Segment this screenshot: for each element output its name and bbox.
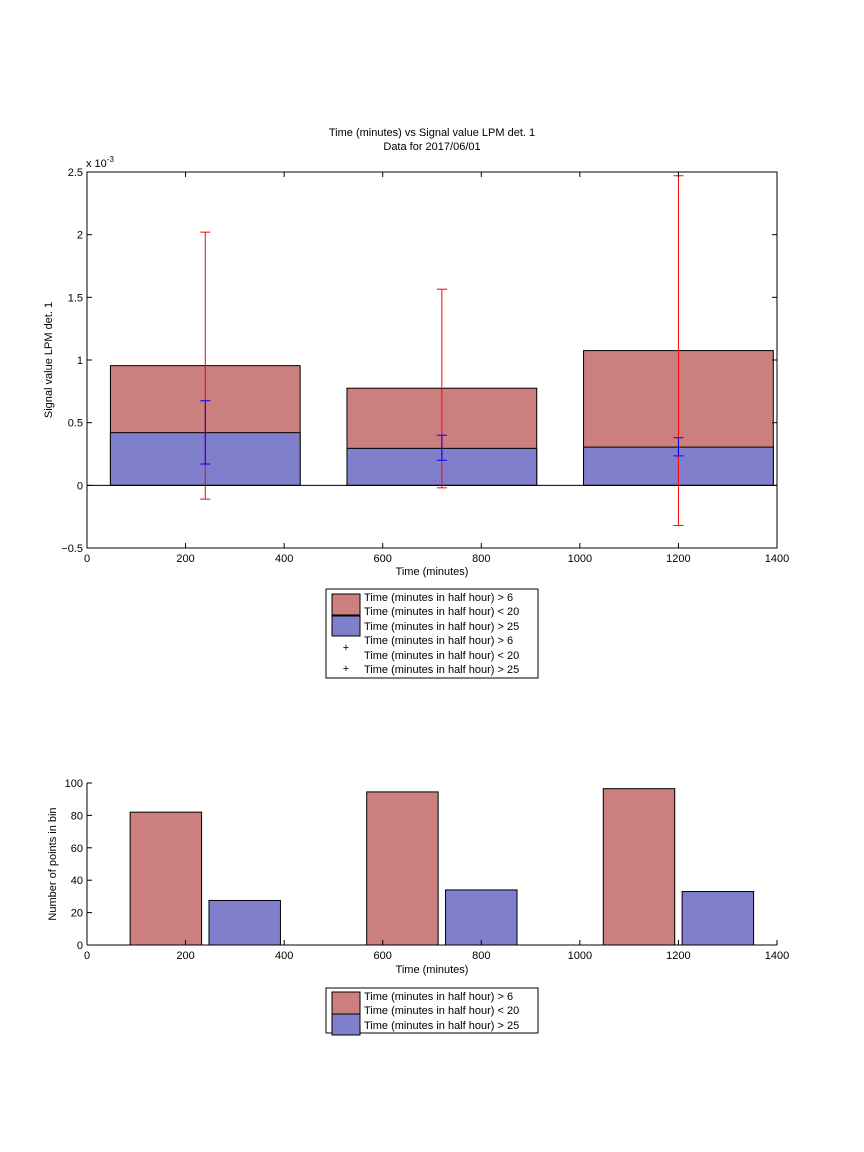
- top-x-tick-label: 0: [84, 553, 90, 565]
- bottom-y-tick-label: 40: [71, 875, 83, 887]
- bottom-legend-swatch-a: [331, 991, 361, 1015]
- bottom-x-tick-label: 1200: [666, 950, 690, 962]
- bottom-x-tick-label: 800: [472, 950, 490, 962]
- top-legend-entry: Time (minutes in half hour) < 20: [364, 650, 519, 662]
- bottom-y-axis-label: Number of points in bin: [47, 807, 59, 920]
- bottom-x-axis-label: Time (minutes): [396, 964, 469, 976]
- top-y-tick-label: 1.5: [68, 292, 83, 304]
- top-legend-box: [325, 588, 539, 679]
- top-y-axis-label: Signal value LPM det. 1: [43, 302, 55, 418]
- top-y-exponent-power: -3: [107, 155, 115, 164]
- bottom-legend-entry: Time (minutes in half hour) < 20: [364, 1005, 519, 1017]
- bottom-bar: [602, 788, 676, 946]
- top-x-tick-label: 1000: [568, 553, 592, 565]
- bottom-x-tick-label: 0: [84, 950, 90, 962]
- top-legend-entry: Time (minutes in half hour) > 25: [364, 621, 519, 633]
- top-y-exponent-base: x 10: [86, 158, 107, 170]
- bottom-bar: [366, 791, 439, 946]
- top-y-tick-label: 0.5: [68, 418, 83, 430]
- bottom-chart: 0 200 400 600 800 1000 1200 1400 0 20 40 60 80 100 T…: [47, 778, 789, 1036]
- bottom-y-tick-label: 80: [71, 810, 83, 822]
- bottom-x-tick-label: 600: [374, 950, 392, 962]
- top-y-ticks: −0.5 0 0.5 1 1.5 2 2.5: [61, 167, 777, 555]
- top-y-tick-label: 2: [77, 230, 83, 242]
- bottom-y-tick-label: 0: [77, 940, 83, 952]
- top-errorbar: [436, 434, 447, 461]
- top-legend-marker-b: +: [343, 663, 349, 675]
- top-x-tick-label: 1200: [666, 553, 690, 565]
- bottom-legend-box: [325, 987, 539, 1034]
- bottom-bar: [681, 891, 755, 946]
- top-y-tick-label: 2.5: [68, 167, 83, 179]
- bottom-legend: Time (minutes in half hour) > 6 Time (mi…: [325, 987, 539, 1036]
- top-x-tick-label: 400: [275, 553, 293, 565]
- top-legend-entry: Time (minutes in half hour) > 25: [364, 664, 519, 676]
- top-legend-swatch-a: [331, 593, 361, 616]
- top-chart-title: Time (minutes) vs Signal value LPM det. …: [329, 127, 535, 139]
- bottom-x-tick-label: 200: [176, 950, 194, 962]
- top-legend: + + Time (minutes in half hour) > 6 Time…: [325, 588, 539, 679]
- bottom-legend-entry: Time (minutes in half hour) > 25: [364, 1020, 519, 1032]
- top-y-exponent: x 10-3: [86, 155, 114, 170]
- bottom-x-tick-label: 1400: [765, 950, 789, 962]
- top-x-tick-label: 800: [472, 553, 490, 565]
- top-x-tick-label: 1400: [765, 553, 789, 565]
- bottom-y-ticks: 0 20 40 60 80 100: [65, 778, 92, 952]
- top-legend-marker-a: +: [343, 642, 349, 654]
- bottom-bar: [445, 889, 518, 946]
- bottom-y-tick-label: 20: [71, 908, 83, 920]
- top-chart: Time (minutes) vs Signal value LPM det. …: [43, 127, 789, 679]
- top-errorbars: [200, 175, 684, 526]
- bottom-bar: [208, 899, 281, 946]
- bottom-y-tick-label: 100: [65, 778, 83, 790]
- bottom-x-tick-label: 400: [275, 950, 293, 962]
- top-errorbar: [200, 400, 211, 465]
- bottom-x-tick-label: 1000: [568, 950, 592, 962]
- bottom-bar: [129, 811, 203, 946]
- top-x-tick-label: 200: [176, 553, 194, 565]
- top-chart-subtitle: Data for 2017/06/01: [383, 141, 480, 153]
- top-x-ticks: 0 200 400 600 800 1000 1200 1400: [84, 172, 789, 565]
- top-x-axis-label: Time (minutes): [396, 566, 469, 578]
- top-errorbar: [673, 437, 684, 457]
- top-x-tick-label: 600: [374, 553, 392, 565]
- top-legend-entry: Time (minutes in half hour) > 6: [364, 635, 513, 647]
- top-y-tick-label: 0: [77, 480, 83, 492]
- top-legend-entry: Time (minutes in half hour) < 20: [364, 606, 519, 618]
- bottom-bars: [129, 788, 755, 946]
- top-y-tick-label: −0.5: [61, 543, 83, 555]
- top-legend-swatch-b: [331, 615, 361, 637]
- bottom-x-ticks: 0 200 400 600 800 1000 1200 1400: [84, 940, 789, 962]
- top-y-tick-label: 1: [77, 355, 83, 367]
- bottom-legend-entry: Time (minutes in half hour) > 6: [364, 991, 513, 1003]
- top-legend-entry: Time (minutes in half hour) > 6: [364, 592, 513, 604]
- bottom-y-tick-label: 60: [71, 843, 83, 855]
- bottom-legend-swatch-b: [331, 1013, 361, 1036]
